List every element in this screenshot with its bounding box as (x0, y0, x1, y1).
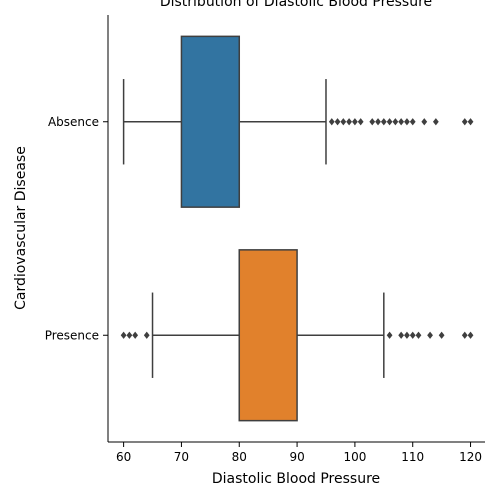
outlier-point (461, 118, 468, 126)
x-axis-label: Diastolic Blood Pressure (212, 471, 380, 487)
outlier-point (340, 118, 347, 126)
outlier-point (438, 331, 445, 339)
outlier-point (369, 118, 376, 126)
chart-title: Distribution of Diastolic Blood Pressure (160, 0, 432, 10)
x-tick-label: 110 (401, 450, 424, 464)
outlier-point (467, 331, 474, 339)
outlier-point (346, 118, 352, 126)
outlier-point (126, 331, 133, 339)
x-tick-label: 70 (174, 450, 189, 464)
x-tick-label: 80 (232, 450, 247, 464)
outlier-point (398, 331, 405, 339)
x-tick-label: 120 (459, 450, 482, 464)
outlier-point (398, 118, 405, 126)
box-group-absence (122, 35, 474, 208)
y-tick-label: Presence (45, 328, 99, 342)
x-tick-label: 90 (289, 450, 304, 464)
y-axis-ticks: Absence Presence (45, 115, 108, 342)
outlier-point (120, 331, 127, 339)
box-iqr (238, 249, 298, 422)
y-axis-label: Cardiovascular Disease (13, 146, 29, 310)
x-axis-ticks: 60 70 80 90 100 110 120 (116, 442, 482, 464)
outlier-point (132, 331, 139, 339)
outlier-point (334, 118, 341, 126)
outlier-point (375, 118, 381, 126)
x-tick-label: 60 (116, 450, 131, 464)
box-series (120, 35, 474, 422)
outlier-point (461, 331, 468, 339)
outlier-point (386, 118, 393, 126)
outlier-point (404, 331, 410, 339)
outlier-point (143, 331, 150, 339)
outlier-point (432, 118, 439, 126)
outlier-point (392, 118, 399, 126)
outlier-point (357, 118, 364, 126)
box-iqr (180, 35, 241, 208)
box-group-presence (120, 249, 474, 422)
outlier-point (386, 331, 393, 339)
outlier-point (352, 118, 358, 126)
y-tick-label: Absence (48, 115, 99, 129)
outlier-point (328, 118, 335, 126)
outlier-point (380, 118, 387, 126)
outlier-point (409, 118, 416, 126)
outlier-point (409, 331, 416, 339)
x-tick-label: 100 (343, 450, 366, 464)
outlier-point (427, 331, 433, 339)
outlier-point (415, 331, 422, 339)
outlier-point (467, 118, 474, 126)
outlier-point (421, 118, 428, 126)
outlier-point (404, 118, 410, 126)
